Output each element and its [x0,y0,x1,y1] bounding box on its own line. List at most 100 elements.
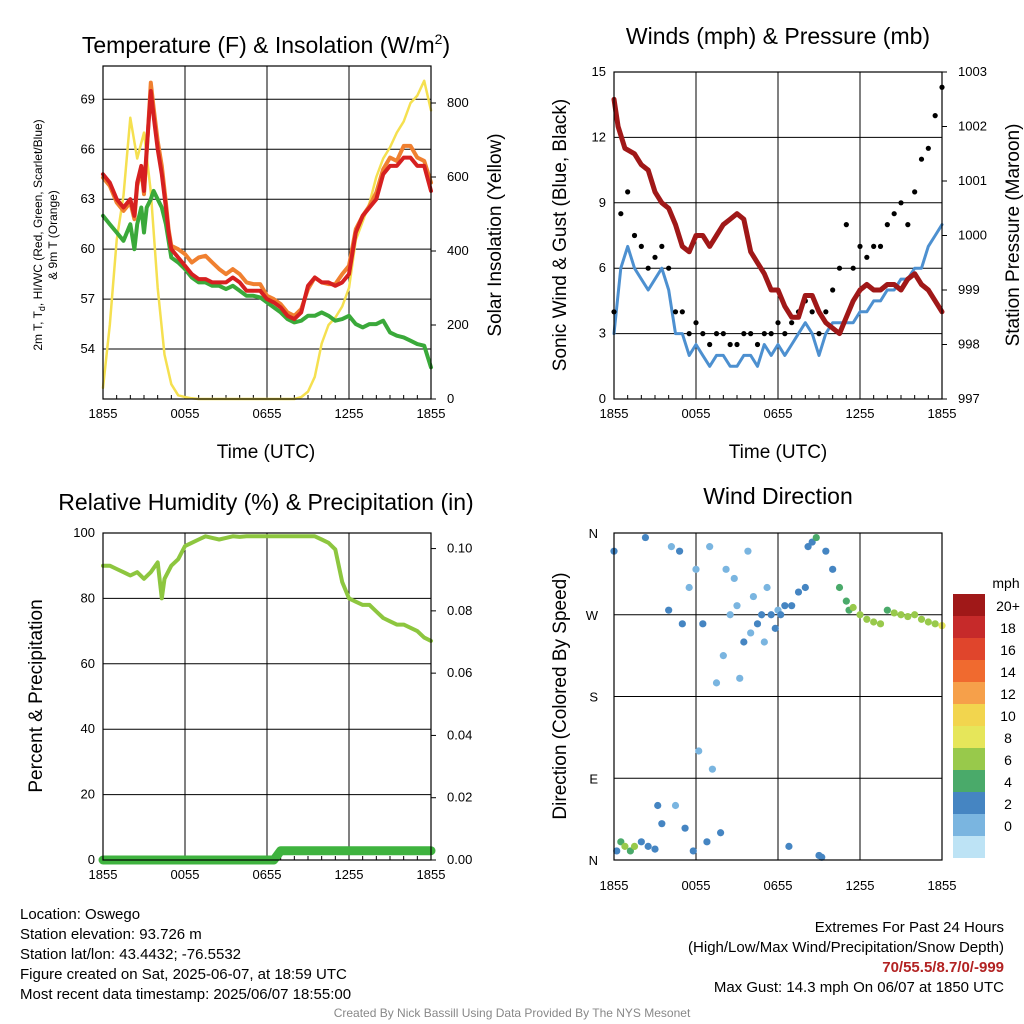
location-text: Location: Oswego [20,906,141,923]
wind-direction-point [726,611,734,619]
legend-swatch [953,616,985,638]
legend-label: 14 [1000,664,1016,680]
gust-point [652,254,658,260]
gust-point [823,309,829,315]
temperature-y-axis-label-2: & 9m T (Orange) [46,190,60,280]
gust-point [816,331,822,337]
winds-x-tick-label: 1255 [846,406,875,421]
temperature-y-tick-label: 63 [81,191,95,206]
wind-direction-point [733,602,741,610]
direction-y-tick-label: W [586,608,599,623]
legend-label: 20+ [996,598,1020,614]
gust-point [761,331,767,337]
wind-direction-point [758,611,766,619]
legend-swatch [953,704,985,726]
winds-y-tick-label: 12 [592,129,606,144]
gust-point [925,145,931,151]
winds-x-tick-label: 0055 [682,406,711,421]
legend-swatch [953,594,985,616]
wind-direction-point [651,845,659,853]
wind-direction-point [740,638,748,646]
temperature-plot-area: 1855 0055 0655 1255 1855 54 57 60 63 66 69 0 200 400 6… [81,65,469,421]
gust-point [918,156,925,162]
relative-humidity-line [101,534,433,643]
wind-direction-point [904,612,912,621]
gust-point [686,331,692,337]
wind-direction-point [897,611,905,619]
gust-point [850,265,856,271]
humidity-y-tick-label: 0 [88,852,95,867]
humidity-y2-tick-label: 0.10 [447,541,472,556]
humidity-y2-tick-label: 0.06 [447,665,472,680]
humidity-panel: Relative Humidity (%) & Precipitation (i… [26,489,474,882]
winds-x-tick-label: 1855 [928,406,957,421]
gust-point [638,243,644,249]
temperature-y-tick-label: 57 [81,291,95,306]
gust-point [768,331,774,337]
legend-swatch [953,792,985,814]
direction-y-tick-label: N [589,853,598,868]
humidity-y-tick-label: 100 [73,525,95,540]
temperature-x-tick-label: 0055 [171,406,200,421]
air-temp-line [101,89,433,322]
winds-plot-area: 1855 0055 0655 1255 185503691215997998999100… [592,64,987,421]
humidity-x-tick-label: 1255 [335,867,364,882]
temperature-y2-tick-label: 200 [447,317,469,332]
legend-swatch [953,814,985,836]
temperature-y-tick-label: 54 [81,341,95,356]
legend-label: 18 [1000,620,1016,636]
extremes-heading: Extremes For Past 24 Hours [814,919,1004,936]
humidity-x-tick-label: 1855 [417,867,446,882]
wind-direction-point [794,588,803,596]
wind-direction-point [717,829,725,837]
legend-label: 8 [1004,730,1012,746]
gust-point [631,232,638,239]
wind-direction-point [777,611,785,619]
humidity-x-tick-label: 0655 [253,867,282,882]
humidity-y2-tick-label: 0.02 [447,790,472,805]
wind-direction-point [812,533,820,542]
wind-direction-point [644,842,652,850]
wind-direction-point [931,620,939,628]
wind-direction-point [613,847,621,855]
direction-x-tick-label: 1855 [600,878,629,893]
legend-label: 4 [1004,774,1012,790]
timestamp-text: Most recent data timestamp: 2025/06/07 1… [20,986,352,1003]
wind-direction-point [917,615,926,623]
latlon-text: Station lat/lon: 43.4432; -76.5532 [20,946,242,963]
wind-direction-point [788,602,796,610]
humidity-x-tick-label: 0055 [171,867,200,882]
wind-direction-point [671,801,680,810]
gust-point [789,320,795,326]
direction-y-tick-label: N [589,526,598,541]
winds-y2-tick-label: 997 [958,391,980,406]
extremes-subheading: (High/Low/Max Wind/Precipitation/Snow De… [688,939,1004,956]
direction-x-tick-label: 0055 [682,878,711,893]
wind-direction-panel-title: Wind Direction [703,483,853,509]
gust-point [754,341,761,348]
wind-direction-point [822,547,830,555]
humidity-y-axis-label: Percent & Precipitation [26,599,47,792]
temperature-panel-title: Temperature (F) & Insolation (W/m2) [82,31,450,58]
wind-direction-y-axis-label: Direction (Colored By Speed) [550,572,571,819]
speed-color-legend: mph 20+ 18 16 14 12 10 8 6 4 2 0 [953,575,1020,858]
wind-direction-point [842,597,850,605]
humidity-frame [102,532,432,861]
legend-label: 6 [1004,752,1012,768]
wind-direction-point [744,547,752,555]
wind-direction-point [689,847,697,855]
wind-direction-point [665,606,673,614]
temperature-y-axis-label: 2m T, Td, HI/WC (Red, Green, Scarlet/Blu… [31,119,47,350]
gust-point [782,331,788,337]
pressure-line [611,96,945,337]
gust-point [741,331,747,337]
wind-direction-point [712,679,721,687]
wind-direction-point [630,842,639,850]
wind-direction-point [849,603,857,612]
wind-direction-point [818,853,826,861]
winds-y-tick-label: 9 [599,195,606,210]
wind-direction-point [692,565,700,573]
winds-x-tick-label: 0655 [764,406,793,421]
wind-direction-point [654,801,662,810]
